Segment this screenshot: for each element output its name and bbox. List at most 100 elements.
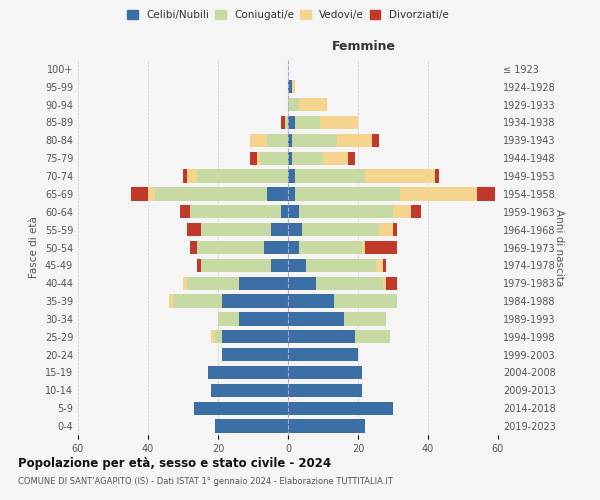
Bar xyxy=(281,116,284,129)
Bar xyxy=(187,170,197,183)
Bar xyxy=(344,312,386,326)
Bar xyxy=(372,134,379,147)
Bar xyxy=(221,330,288,344)
Bar xyxy=(239,276,288,290)
Bar xyxy=(288,241,299,254)
Text: Femmine: Femmine xyxy=(332,40,395,52)
Bar xyxy=(435,170,439,183)
Bar xyxy=(187,223,200,236)
Bar xyxy=(295,170,365,183)
Bar xyxy=(288,152,292,165)
Bar xyxy=(179,205,190,218)
Bar xyxy=(299,241,361,254)
Bar xyxy=(281,205,288,218)
Bar xyxy=(288,330,355,344)
Bar xyxy=(365,241,397,254)
Bar xyxy=(299,98,326,112)
Bar xyxy=(221,294,288,308)
Bar xyxy=(288,258,305,272)
Bar xyxy=(288,170,295,183)
Bar xyxy=(215,330,221,344)
Bar xyxy=(211,330,215,344)
Bar xyxy=(218,312,239,326)
Bar xyxy=(365,170,435,183)
Bar xyxy=(263,241,288,254)
Bar xyxy=(197,170,288,183)
Bar xyxy=(347,152,355,165)
Bar xyxy=(361,241,365,254)
Bar xyxy=(383,258,386,272)
Bar xyxy=(284,116,288,129)
Bar xyxy=(200,258,271,272)
Bar xyxy=(288,98,299,112)
Bar xyxy=(197,258,200,272)
Bar xyxy=(250,152,257,165)
Bar xyxy=(200,223,271,236)
Bar xyxy=(193,402,288,415)
Bar xyxy=(288,276,316,290)
Bar xyxy=(288,116,295,129)
Bar xyxy=(250,134,267,147)
Bar xyxy=(302,223,379,236)
Bar xyxy=(288,134,292,147)
Y-axis label: Anni di nascita: Anni di nascita xyxy=(554,209,564,286)
Text: COMUNE DI SANT'AGAPITO (IS) - Dati ISTAT 1° gennaio 2024 - Elaborazione TUTTITAL: COMUNE DI SANT'AGAPITO (IS) - Dati ISTAT… xyxy=(18,478,393,486)
Bar xyxy=(320,116,358,129)
Bar xyxy=(221,348,288,362)
Bar xyxy=(292,152,323,165)
Bar xyxy=(288,294,334,308)
Bar xyxy=(173,294,221,308)
Bar xyxy=(288,187,295,200)
Bar xyxy=(190,241,197,254)
Bar xyxy=(355,330,389,344)
Bar xyxy=(376,258,383,272)
Bar xyxy=(410,205,421,218)
Bar xyxy=(305,258,376,272)
Bar xyxy=(334,294,397,308)
Bar xyxy=(267,187,288,200)
Bar xyxy=(183,170,187,183)
Bar xyxy=(130,187,148,200)
Bar xyxy=(288,223,302,236)
Bar xyxy=(316,276,383,290)
Bar xyxy=(288,420,365,433)
Bar xyxy=(393,223,397,236)
Bar xyxy=(295,187,400,200)
Bar xyxy=(155,187,267,200)
Bar xyxy=(288,366,361,379)
Bar xyxy=(183,276,187,290)
Bar xyxy=(288,402,393,415)
Bar xyxy=(208,366,288,379)
Bar xyxy=(148,187,155,200)
Bar xyxy=(337,134,372,147)
Bar xyxy=(239,312,288,326)
Bar xyxy=(295,116,320,129)
Bar xyxy=(393,205,410,218)
Bar xyxy=(197,241,263,254)
Bar xyxy=(267,134,288,147)
Bar xyxy=(323,152,347,165)
Bar xyxy=(211,384,288,397)
Bar xyxy=(288,80,292,94)
Bar xyxy=(477,187,494,200)
Bar xyxy=(292,134,337,147)
Y-axis label: Fasce di età: Fasce di età xyxy=(29,216,39,278)
Bar xyxy=(260,152,288,165)
Bar xyxy=(215,420,288,433)
Bar xyxy=(190,205,281,218)
Bar xyxy=(288,384,361,397)
Bar xyxy=(383,276,386,290)
Legend: Celibi/Nubili, Coniugati/e, Vedovi/e, Divorziati/e: Celibi/Nubili, Coniugati/e, Vedovi/e, Di… xyxy=(125,8,451,22)
Text: Popolazione per età, sesso e stato civile - 2024: Popolazione per età, sesso e stato civil… xyxy=(18,458,331,470)
Bar xyxy=(288,312,344,326)
Bar xyxy=(271,258,288,272)
Bar xyxy=(169,294,173,308)
Bar xyxy=(288,348,358,362)
Bar xyxy=(257,152,260,165)
Bar xyxy=(271,223,288,236)
Bar xyxy=(386,276,397,290)
Bar xyxy=(288,205,299,218)
Bar xyxy=(187,276,239,290)
Bar xyxy=(292,80,295,94)
Bar xyxy=(299,205,393,218)
